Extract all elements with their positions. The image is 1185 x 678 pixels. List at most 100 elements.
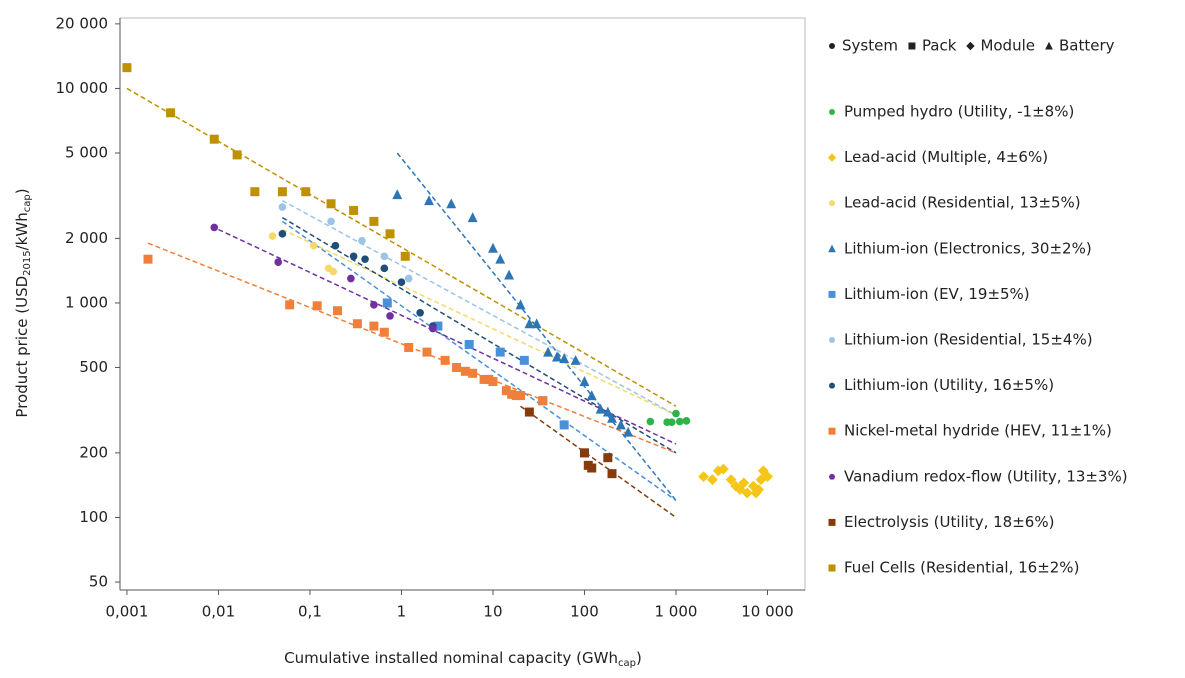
legend-marker bbox=[828, 564, 836, 572]
point bbox=[397, 278, 406, 286]
x-axis-label: Cumulative installed nominal capacity (G… bbox=[284, 649, 642, 670]
x-tick-label: 0,01 bbox=[202, 603, 235, 621]
point bbox=[467, 212, 478, 223]
y-tick-label: 1 000 bbox=[65, 293, 108, 311]
point bbox=[586, 390, 597, 401]
legend-marker bbox=[829, 109, 835, 115]
point bbox=[718, 463, 729, 475]
point bbox=[301, 187, 311, 197]
point bbox=[433, 321, 443, 331]
y-tick-label: 100 bbox=[79, 508, 108, 526]
x-label-part: Cumulative installed nominal capacity (G… bbox=[284, 649, 618, 667]
point bbox=[428, 324, 437, 333]
x-label-part: ) bbox=[636, 649, 642, 667]
point bbox=[250, 187, 260, 197]
point bbox=[268, 232, 277, 240]
point bbox=[538, 396, 548, 406]
y-label-sub: 2015 bbox=[22, 250, 33, 275]
legend-marker bbox=[829, 43, 835, 49]
point bbox=[570, 354, 581, 365]
legend-marker bbox=[828, 244, 836, 253]
point bbox=[507, 389, 517, 399]
point bbox=[559, 353, 570, 364]
legend-label: Lithium-ion (EV, 19±5%) bbox=[844, 285, 1030, 303]
legend-marker bbox=[966, 41, 975, 51]
point bbox=[747, 480, 759, 492]
point bbox=[501, 386, 511, 396]
x-tick-label: 1 bbox=[397, 603, 407, 621]
y-tick-label: 50 bbox=[89, 573, 108, 591]
legend-marker bbox=[828, 290, 836, 298]
x-label-sub: cap bbox=[618, 658, 636, 669]
point bbox=[524, 407, 534, 417]
point bbox=[698, 471, 709, 483]
point bbox=[741, 487, 753, 499]
point bbox=[327, 217, 335, 226]
y-tick-label: 20 000 bbox=[56, 14, 109, 32]
point bbox=[361, 255, 369, 263]
point bbox=[460, 366, 470, 376]
trend-line bbox=[282, 199, 677, 416]
point bbox=[595, 403, 606, 414]
y-tick-label: 500 bbox=[79, 358, 108, 376]
point bbox=[382, 298, 392, 308]
point bbox=[404, 274, 413, 283]
point bbox=[725, 474, 737, 486]
point bbox=[519, 355, 529, 365]
trend-line bbox=[218, 228, 677, 445]
point bbox=[762, 471, 773, 483]
point bbox=[392, 189, 403, 200]
point bbox=[615, 419, 626, 430]
trend-line bbox=[396, 152, 677, 501]
point bbox=[143, 254, 153, 264]
point bbox=[531, 318, 542, 329]
x-tick-label: 0,1 bbox=[298, 603, 322, 621]
point bbox=[559, 420, 569, 430]
point bbox=[347, 274, 355, 283]
legend-label: Lithium-ion (Residential, 15±4%) bbox=[844, 331, 1093, 349]
point bbox=[274, 258, 283, 266]
legend-marker bbox=[829, 382, 835, 389]
y-label-part: /kWh bbox=[13, 212, 31, 250]
plot-frame bbox=[119, 17, 806, 591]
legend-marker bbox=[908, 42, 916, 50]
point bbox=[209, 134, 219, 144]
legend-label: Lithium-ion (Electronics, 30±2%) bbox=[844, 239, 1092, 257]
point bbox=[515, 299, 526, 310]
point bbox=[332, 306, 342, 316]
trend-line bbox=[282, 216, 677, 454]
legend-marker bbox=[828, 518, 836, 526]
point bbox=[495, 347, 505, 357]
x-tick-label: 100 bbox=[570, 603, 599, 621]
point bbox=[122, 63, 132, 73]
point bbox=[464, 340, 474, 350]
point bbox=[329, 267, 338, 276]
point bbox=[730, 480, 742, 492]
point bbox=[416, 308, 424, 317]
y-tick-label: 5 000 bbox=[65, 144, 108, 162]
point bbox=[646, 417, 655, 426]
point bbox=[166, 108, 176, 118]
legend-label: Pack bbox=[922, 37, 957, 55]
point bbox=[675, 417, 684, 426]
point bbox=[488, 377, 498, 387]
point bbox=[623, 426, 634, 437]
legend-marker bbox=[827, 153, 837, 162]
point bbox=[277, 187, 287, 197]
point bbox=[579, 376, 590, 387]
trend-line bbox=[126, 87, 677, 407]
point bbox=[667, 418, 676, 427]
point bbox=[312, 301, 322, 311]
point bbox=[326, 199, 336, 209]
point bbox=[349, 205, 359, 215]
y-tick-label: 2 000 bbox=[65, 229, 108, 247]
y-tick-label: 200 bbox=[79, 443, 108, 461]
point bbox=[369, 216, 379, 226]
y-tick-label: 10 000 bbox=[56, 79, 109, 97]
trend-line bbox=[282, 228, 677, 416]
point bbox=[579, 448, 589, 458]
x-tick-label: 10 bbox=[483, 603, 502, 621]
point bbox=[504, 269, 515, 280]
point bbox=[524, 318, 535, 329]
